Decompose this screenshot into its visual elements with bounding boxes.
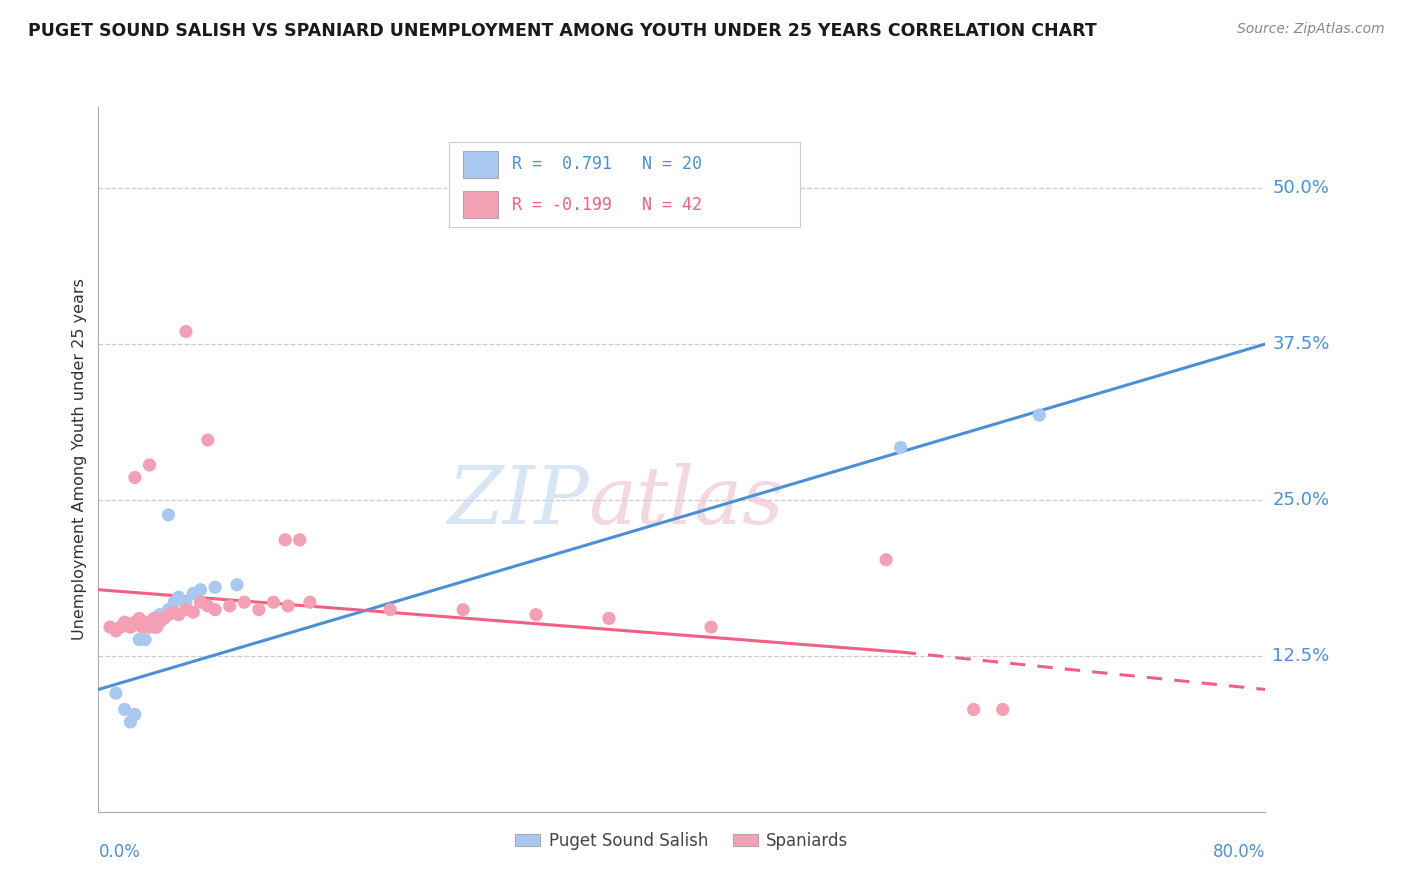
Text: ZIP: ZIP	[447, 463, 589, 541]
Text: R = -0.199   N = 42: R = -0.199 N = 42	[512, 196, 702, 214]
Text: 37.5%: 37.5%	[1272, 335, 1330, 353]
Point	[288, 533, 311, 547]
Point	[110, 620, 132, 634]
Point	[181, 586, 204, 600]
Point	[153, 611, 176, 625]
Point	[146, 615, 169, 629]
Point	[163, 595, 186, 609]
Point	[274, 533, 297, 547]
Point	[157, 607, 180, 622]
Point	[890, 441, 912, 455]
Text: Source: ZipAtlas.com: Source: ZipAtlas.com	[1237, 22, 1385, 37]
Point	[142, 611, 165, 625]
Point	[181, 605, 204, 619]
Point	[991, 702, 1014, 716]
Point	[128, 611, 150, 625]
Point	[146, 620, 169, 634]
Text: 12.5%: 12.5%	[1272, 647, 1330, 665]
Point	[128, 632, 150, 647]
Point	[157, 508, 180, 522]
Point	[157, 602, 180, 616]
Point	[204, 580, 226, 594]
Point	[167, 607, 190, 622]
Point	[875, 553, 897, 567]
Text: 80.0%: 80.0%	[1213, 844, 1265, 862]
Point	[204, 602, 226, 616]
Point	[1028, 408, 1050, 422]
Text: 50.0%: 50.0%	[1272, 179, 1329, 197]
Point	[277, 599, 299, 613]
FancyBboxPatch shape	[463, 191, 498, 219]
Point	[218, 599, 240, 613]
Point	[233, 595, 256, 609]
FancyBboxPatch shape	[463, 151, 498, 178]
Point	[262, 595, 284, 609]
Legend: Puget Sound Salish, Spaniards: Puget Sound Salish, Spaniards	[509, 825, 855, 856]
Point	[120, 714, 142, 729]
Point	[142, 620, 165, 634]
Point	[134, 632, 156, 647]
Point	[114, 702, 136, 716]
Point	[174, 595, 197, 609]
Point	[124, 615, 146, 629]
Point	[298, 595, 321, 609]
Point	[163, 605, 186, 619]
Point	[524, 607, 547, 622]
Point	[138, 458, 160, 472]
Point	[98, 620, 121, 634]
Point	[167, 591, 190, 605]
Point	[134, 615, 156, 629]
Point	[197, 433, 219, 447]
Text: R =  0.791   N = 20: R = 0.791 N = 20	[512, 155, 702, 173]
Point	[124, 470, 146, 484]
Text: atlas: atlas	[589, 463, 785, 541]
Point	[131, 620, 153, 634]
Point	[190, 595, 212, 609]
Point	[120, 620, 142, 634]
Text: 25.0%: 25.0%	[1272, 491, 1330, 509]
Point	[700, 620, 723, 634]
Point	[104, 686, 127, 700]
Point	[124, 707, 146, 722]
Point	[598, 611, 620, 625]
Point	[962, 702, 984, 716]
Text: PUGET SOUND SALISH VS SPANIARD UNEMPLOYMENT AMONG YOUTH UNDER 25 YEARS CORRELATI: PUGET SOUND SALISH VS SPANIARD UNEMPLOYM…	[28, 22, 1097, 40]
Point	[149, 607, 172, 622]
Point	[197, 599, 219, 613]
Point	[451, 602, 474, 616]
Point	[247, 602, 270, 616]
Point	[378, 602, 402, 616]
Point	[174, 602, 197, 616]
Point	[226, 578, 249, 592]
Y-axis label: Unemployment Among Youth under 25 years: Unemployment Among Youth under 25 years	[72, 278, 87, 640]
Text: 0.0%: 0.0%	[98, 844, 141, 862]
Point	[190, 582, 212, 597]
Point	[138, 620, 160, 634]
Point	[174, 325, 197, 339]
Point	[149, 615, 172, 629]
Point	[114, 615, 136, 629]
Point	[104, 624, 127, 638]
